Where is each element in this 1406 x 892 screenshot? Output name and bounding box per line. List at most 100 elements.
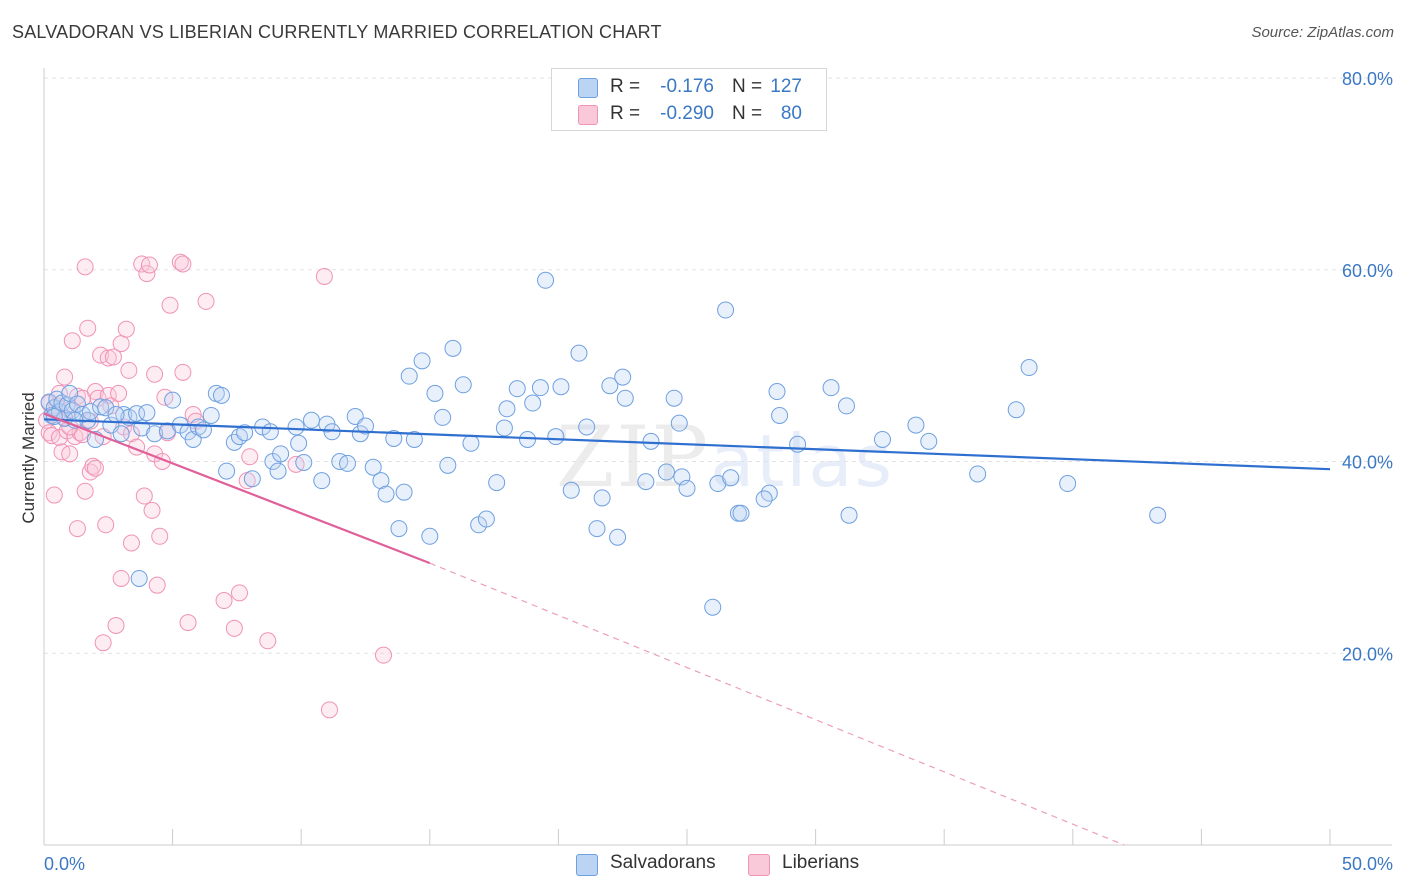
liberian-point (94, 634, 112, 652)
salvadoran-point (822, 379, 840, 397)
liberian-point (179, 614, 197, 632)
legend-swatch-salvadorans (576, 854, 598, 876)
salvadoran-point (302, 411, 320, 429)
salvadoran-point (704, 598, 722, 616)
salvadoran-point (1020, 359, 1038, 377)
salvadoran-point (873, 430, 891, 448)
salvadoran-point (338, 454, 356, 472)
salvadoran-point (477, 510, 495, 528)
liberian-point (68, 520, 86, 538)
stats-legend: R = -0.176 N = 127 R = -0.290 N = 80 (551, 68, 827, 131)
trend-lines (43, 412, 1331, 846)
liberian-point (86, 459, 104, 477)
salvadoran-point (637, 473, 655, 491)
liberian-point (241, 448, 259, 466)
salvadoran-point (405, 430, 423, 448)
salvadoran-point (920, 432, 938, 450)
salvadoran-point (92, 398, 110, 416)
legend-n-value: 127 (770, 76, 802, 97)
salvadoran-point (212, 386, 230, 404)
liberian-trend-extension (429, 562, 1125, 846)
liberian-point (375, 646, 393, 664)
salvadoran-point (243, 470, 261, 488)
salvadoran-point (290, 434, 308, 452)
salvadoran-point (732, 504, 750, 522)
salvadoran-point (269, 462, 287, 480)
legend-swatch-salvadorans (578, 78, 598, 98)
salvadoran-point (400, 367, 418, 385)
salvadoran-point (531, 379, 549, 397)
liberian-point (99, 349, 117, 367)
salvadoran-point (395, 483, 413, 501)
salvadoran-point (390, 520, 408, 538)
salvadoran-point (261, 423, 279, 441)
liberian-point (112, 335, 130, 353)
salvadoran-point (295, 453, 313, 471)
salvadoran-point (722, 469, 740, 487)
x-tick-label: 0.0% (44, 854, 85, 874)
salvadoran-point (189, 418, 207, 436)
salvadoran-point (454, 376, 472, 394)
liberian-point (184, 406, 202, 424)
salvadoran-point (488, 474, 506, 492)
series-legend: Salvadorans Liberians (0, 852, 1406, 878)
salvadoran-point (272, 445, 290, 463)
y-tick-label: 20.0% (1342, 644, 1393, 664)
salvadoran-point (313, 472, 331, 490)
salvadoran-point (444, 339, 462, 357)
liberian-point (146, 365, 164, 383)
salvadoran-point (439, 456, 457, 474)
salvadoran-point (426, 384, 444, 402)
legend-label-salvadorans: Salvadorans (610, 852, 716, 873)
salvadoran-point (907, 416, 925, 434)
legend-r-label: R = (610, 103, 641, 124)
liberian-point (86, 383, 104, 401)
salvadoran-point (570, 344, 588, 362)
liberian-point (171, 253, 189, 271)
salvadoran-point (1149, 506, 1167, 524)
legend-swatch-liberians (578, 105, 598, 125)
liberian-point (143, 501, 161, 519)
salvadoran-point (357, 417, 374, 435)
salvadoran-point (498, 400, 516, 418)
watermark-zip: ZIP (556, 408, 711, 506)
axes (43, 68, 1392, 846)
salvadoran-point (508, 380, 526, 398)
legend-swatch-liberians (748, 854, 770, 876)
y-tick-label: 60.0% (1342, 261, 1393, 281)
legend-row-salvadorans: R = -0.176 N = 127 (552, 74, 826, 102)
legend-r-value: -0.176 (660, 76, 714, 97)
salvadoran-point (236, 424, 254, 442)
liberians-points (38, 253, 393, 719)
x-tick-label: 50.0% (1342, 854, 1393, 874)
liberian-point (110, 384, 128, 402)
salvadorans-points (40, 271, 1167, 616)
y-tick-label: 80.0% (1342, 69, 1393, 89)
chart-title: SALVADORAN VS LIBERIAN CURRENTLY MARRIED… (12, 22, 662, 42)
liberian-point (120, 361, 138, 379)
liberian-point (112, 569, 130, 587)
salvadoran-point (588, 520, 606, 538)
grid-lines (44, 77, 1392, 654)
liberian-point (45, 486, 63, 504)
salvadoran-point (547, 428, 565, 446)
salvadoran-point (385, 429, 403, 447)
salvadoran-point (840, 506, 858, 524)
salvadoran-point (138, 404, 156, 422)
liberian-point (122, 425, 140, 443)
salvadoran-point (837, 397, 855, 415)
salvadoran-point (146, 425, 164, 443)
salvadoran-point (578, 418, 596, 436)
salvadoran-point (413, 352, 431, 370)
salvadoran-point (287, 418, 305, 436)
salvadoran-point (771, 406, 789, 424)
salvadoran-point (552, 378, 570, 396)
liberian-point (259, 632, 277, 650)
salvadoran-point (107, 406, 125, 424)
liberian-trend-line (43, 412, 431, 565)
salvadoran-point (609, 528, 627, 546)
salvadoran-point (657, 463, 675, 481)
salvadoran-point (372, 472, 390, 490)
liberian-point (107, 616, 125, 634)
